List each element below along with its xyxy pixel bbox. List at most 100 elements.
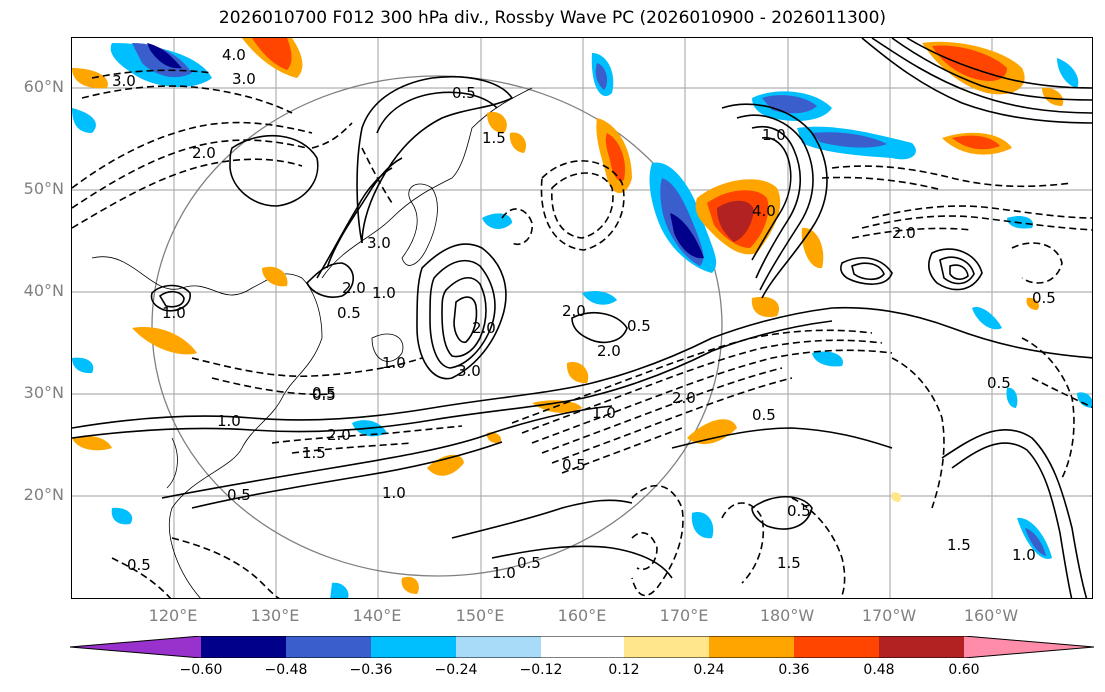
contour-label: 0.5	[517, 554, 541, 572]
contour-line	[840, 257, 893, 285]
colorbar-tick: −0.36	[349, 662, 393, 678]
contour-line	[81, 85, 293, 114]
contour-label: 0.5	[312, 386, 336, 404]
positive-shading	[717, 200, 754, 242]
colorbar-tick: 0.36	[778, 662, 810, 678]
colorbar-arrow-high	[964, 636, 1094, 658]
contour-line	[906, 38, 1092, 89]
positive-shading	[891, 492, 902, 502]
positive-shading	[487, 112, 507, 133]
contour-label: 2.0	[472, 319, 496, 337]
contour-label: 3.0	[112, 72, 136, 90]
contour-line	[751, 126, 802, 279]
contour-label: 2.0	[597, 342, 621, 360]
contour-label: 0.5	[127, 556, 151, 574]
negative-shading	[72, 108, 96, 133]
positive-shading	[801, 227, 824, 269]
lon-label-170w: 170°W	[861, 606, 917, 625]
positive-shading	[401, 576, 419, 594]
contour-label: 0.5	[562, 456, 586, 474]
contour-label: 1.5	[482, 129, 506, 147]
contour-label: 0.5	[987, 374, 1011, 392]
contour-line	[291, 442, 413, 454]
contour-line	[736, 114, 814, 291]
lon-label-150e: 150°E	[455, 606, 505, 625]
contour-line	[158, 290, 185, 308]
negative-shading	[972, 307, 1002, 330]
map-svg: 4.0 3.0 2.0 3.0 1.0 0.5 2.0 3.0 1.5 0.5 …	[72, 38, 1092, 598]
contour-label: 1.0	[162, 304, 186, 322]
contour-line	[416, 243, 507, 380]
contour-labels: 4.0 3.0 2.0 3.0 1.0 0.5 2.0 3.0 1.5 0.5 …	[112, 46, 1056, 582]
contour-line	[521, 339, 883, 434]
contour-line	[1031, 377, 1092, 408]
coastline-island	[371, 333, 404, 362]
contour-line	[851, 227, 973, 239]
contour-label: 1.0	[372, 284, 396, 302]
contour-line	[927, 248, 983, 291]
contour-line	[751, 136, 792, 261]
colorbar-tick: 0.24	[693, 662, 725, 678]
contour-line	[72, 320, 833, 439]
map-panel: 4.0 3.0 2.0 3.0 1.0 0.5 2.0 3.0 1.5 0.5 …	[71, 37, 1093, 599]
contour-label: 2.0	[562, 302, 586, 320]
contour-label: 3.0	[367, 234, 391, 252]
positive-shading	[427, 454, 464, 476]
contour-label: 2.0	[672, 389, 696, 407]
positive-shading	[687, 419, 737, 445]
colorbar-swatch	[794, 636, 879, 658]
negative-shading	[330, 582, 349, 598]
contour-line	[491, 545, 673, 579]
map-title: 2026010700 F012 300 hPa div., Rossby Wav…	[218, 8, 887, 28]
negative-shading	[1025, 528, 1046, 556]
contour-line	[429, 259, 496, 369]
lat-label-60n: 60°N	[23, 77, 64, 96]
negative-shading	[1077, 392, 1092, 408]
negative-shading	[1006, 387, 1018, 408]
positive-shading	[132, 327, 197, 355]
colorbar	[70, 636, 1094, 658]
positive-shading	[1042, 87, 1064, 106]
shading-layer	[72, 38, 1092, 598]
contour-line	[72, 139, 308, 209]
colorbar-tick: −0.48	[264, 662, 308, 678]
lon-label-130e: 130°E	[250, 606, 300, 625]
contour-line	[451, 499, 633, 539]
contour-line	[551, 377, 793, 464]
graticule	[72, 38, 1092, 598]
lon-label-180w: 180°W	[759, 606, 815, 625]
contour-line	[501, 208, 533, 245]
contour-label: 0.5	[452, 84, 476, 102]
colorbar-swatch	[879, 636, 964, 658]
contour-line	[1021, 337, 1075, 479]
contour-line	[1011, 242, 1063, 284]
contour-line	[72, 121, 313, 189]
contour-label: 1.0	[382, 484, 406, 502]
colorbar-tick: −0.12	[519, 662, 563, 678]
contour-label: 3.0	[232, 70, 256, 88]
contour-line	[561, 427, 683, 474]
contour-label: 0.5	[227, 486, 251, 504]
contour-line	[861, 215, 1092, 231]
contour-label: 1.0	[217, 412, 241, 430]
positive-shading	[605, 133, 626, 181]
contour-label: 1.0	[1012, 546, 1036, 564]
contour-label: 2.0	[342, 279, 366, 297]
contour-line	[211, 377, 333, 396]
lat-label-20n: 20°N	[23, 485, 64, 504]
solid-contours	[72, 38, 1092, 598]
contour-line	[721, 103, 828, 299]
contour-line	[453, 296, 478, 344]
contour-label: 0.5	[752, 406, 776, 424]
colorbar-arrow-low	[70, 636, 201, 658]
positive-shading	[72, 436, 112, 451]
contour-label: 0.5	[312, 384, 336, 402]
contour-label: 2.0	[192, 144, 216, 162]
positive-shading	[252, 38, 292, 70]
coastline-taiwan	[166, 437, 178, 489]
contour-label: 0.5	[627, 317, 651, 335]
lon-label-160w: 160°W	[963, 606, 1019, 625]
positive-shading	[952, 135, 1000, 150]
contour-line	[631, 532, 658, 570]
coastline-japan	[401, 183, 438, 266]
